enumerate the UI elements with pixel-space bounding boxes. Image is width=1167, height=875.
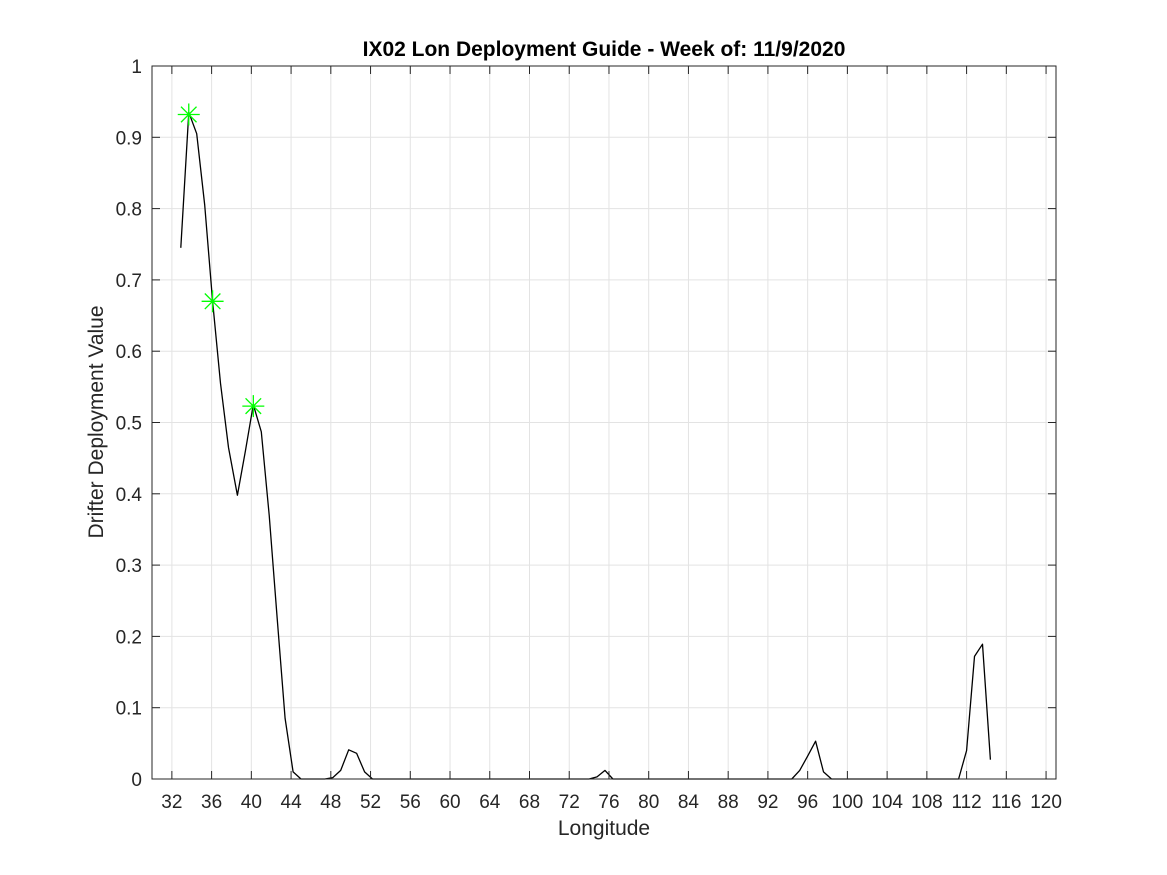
marker-layer — [177, 103, 265, 418]
y-tick-label: 0.3 — [116, 556, 142, 577]
x-tick-label: 64 — [479, 792, 501, 813]
y-tick-label: 0.9 — [116, 128, 142, 149]
y-axis-label: Drifter Deployment Value — [85, 305, 108, 538]
x-tick-label: 116 — [991, 792, 1021, 813]
x-tick-label: 72 — [559, 792, 580, 813]
y-tick-label: 1 — [131, 57, 142, 78]
y-tick-label: 0.2 — [116, 627, 142, 648]
x-tick-label: 48 — [320, 792, 341, 813]
peak-marker — [201, 290, 224, 313]
x-tick-label: 100 — [832, 792, 864, 813]
x-tick-label: 108 — [911, 792, 943, 813]
peak-marker — [242, 395, 265, 418]
x-tick-label: 36 — [201, 792, 222, 813]
x-axis-label: Longitude — [558, 817, 650, 840]
x-tick-label: 60 — [439, 792, 460, 813]
x-tick-label: 88 — [718, 792, 739, 813]
x-tick-label: 92 — [757, 792, 778, 813]
y-tick-label: 0.8 — [116, 200, 142, 221]
x-tick-label: 40 — [241, 792, 262, 813]
x-tick-label: 112 — [951, 792, 981, 813]
x-tick-label: 76 — [598, 792, 619, 813]
x-tick-label: 104 — [871, 792, 903, 813]
y-tick-label: 0 — [131, 770, 142, 791]
x-tick-label: 68 — [519, 792, 540, 813]
y-tick-label: 0.5 — [116, 414, 142, 435]
x-tick-label: 56 — [400, 792, 421, 813]
axes: 32 36 40 44 48 52 56 60 64 68 72 76 80 84 88 92 96 100 104… — [116, 57, 1062, 813]
y-tick-label: 0.7 — [116, 271, 142, 292]
chart-title: IX02 Lon Deployment Guide - Week of: 11/… — [363, 38, 846, 61]
peak-marker-stroke — [180, 106, 197, 123]
x-tick-label: 84 — [678, 792, 700, 813]
y-tick-label: 0.4 — [116, 485, 143, 506]
x-tick-label: 52 — [360, 792, 381, 813]
y-tick-label: 0.1 — [116, 699, 142, 720]
x-tick-label: 96 — [797, 792, 818, 813]
y-tick-label: 0.6 — [116, 342, 142, 363]
x-tick-label: 120 — [1030, 792, 1062, 813]
peak-marker-stroke — [204, 293, 221, 310]
x-tick-label: 32 — [161, 792, 182, 813]
x-tick-label: 44 — [281, 792, 303, 813]
peak-marker — [177, 103, 200, 126]
peak-marker-stroke — [245, 397, 262, 415]
grid — [152, 65, 1056, 780]
x-tick-label: 80 — [638, 792, 659, 813]
